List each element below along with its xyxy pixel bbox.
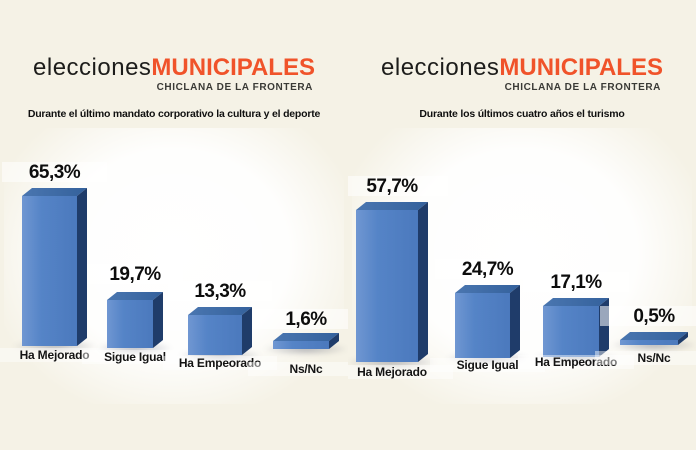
bar-value-label: 19,7% <box>87 264 183 285</box>
bar-value-label: 17,1% <box>523 272 629 293</box>
bar-category-label: Ha Mejorado <box>348 365 453 379</box>
bar <box>455 285 520 358</box>
logo-tagline: CHICLANA DE LA FRONTERA <box>504 82 661 93</box>
logo-lockup: eleccionesMUNICIPALES CHICLANA DE LA FRO… <box>381 56 663 93</box>
bar <box>22 188 87 346</box>
bar-category-label: Sigue Igual <box>430 358 545 372</box>
bar <box>543 298 609 357</box>
logo-elecciones-text: elecciones <box>33 54 152 81</box>
bars-area: 57,7% Ha Mejorado 24,7% Sigue Igual 17,1% Ha … <box>348 0 696 450</box>
chart-title: Durante el último mandato corporativo la… <box>27 108 321 120</box>
bar-category-label: Ha Empeorado <box>518 355 634 369</box>
logo: eleccionesMUNICIPALES CHICLANA DE LA FRO… <box>0 56 348 94</box>
bar <box>356 202 428 362</box>
bar-category-label: Ha Empeorado <box>163 356 277 370</box>
logo-lockup: eleccionesMUNICIPALES CHICLANA DE LA FRO… <box>33 56 315 93</box>
logo-wordmark: eleccionesMUNICIPALES <box>381 56 663 80</box>
logo-municipales-text: MUNICIPALES <box>499 54 663 81</box>
bar-value-label: 24,7% <box>435 259 540 280</box>
bar-category-label: Ns/Nc <box>595 351 696 365</box>
logo-municipales-text: MUNICIPALES <box>151 54 315 81</box>
logo: eleccionesMUNICIPALES CHICLANA DE LA FRO… <box>348 56 696 94</box>
bar-value-label: 65,3% <box>2 162 107 183</box>
chart-panel-culture-sport: eleccionesMUNICIPALES CHICLANA DE LA FRO… <box>0 56 348 404</box>
bar <box>188 307 252 355</box>
logo-elecciones-text: elecciones <box>381 54 500 81</box>
chart-title: Durante los últimos cuatro años el turis… <box>419 108 625 120</box>
bar <box>273 333 339 349</box>
bars-area: 65,3% Ha Mejorado 19,7% Sigue Igual 13,3% Ha … <box>0 162 348 376</box>
bar-value-label: 0,5% <box>600 306 696 327</box>
bar-value-label: 1,6% <box>253 309 348 330</box>
logo-tagline: CHICLANA DE LA FRONTERA <box>156 82 313 93</box>
chart-panel-tourism: eleccionesMUNICIPALES CHICLANA DE LA FRO… <box>348 0 696 450</box>
bar-value-label: 57,7% <box>348 176 448 197</box>
bar-category-label: Ns/Nc <box>248 362 348 376</box>
bar-value-label: 13,3% <box>168 281 272 302</box>
bar-category-label: Ha Mejorado <box>0 348 112 362</box>
bar <box>107 292 163 348</box>
logo-wordmark: eleccionesMUNICIPALES <box>33 56 315 80</box>
bar <box>620 332 688 345</box>
bar-category-label: Sigue Igual <box>82 350 188 364</box>
